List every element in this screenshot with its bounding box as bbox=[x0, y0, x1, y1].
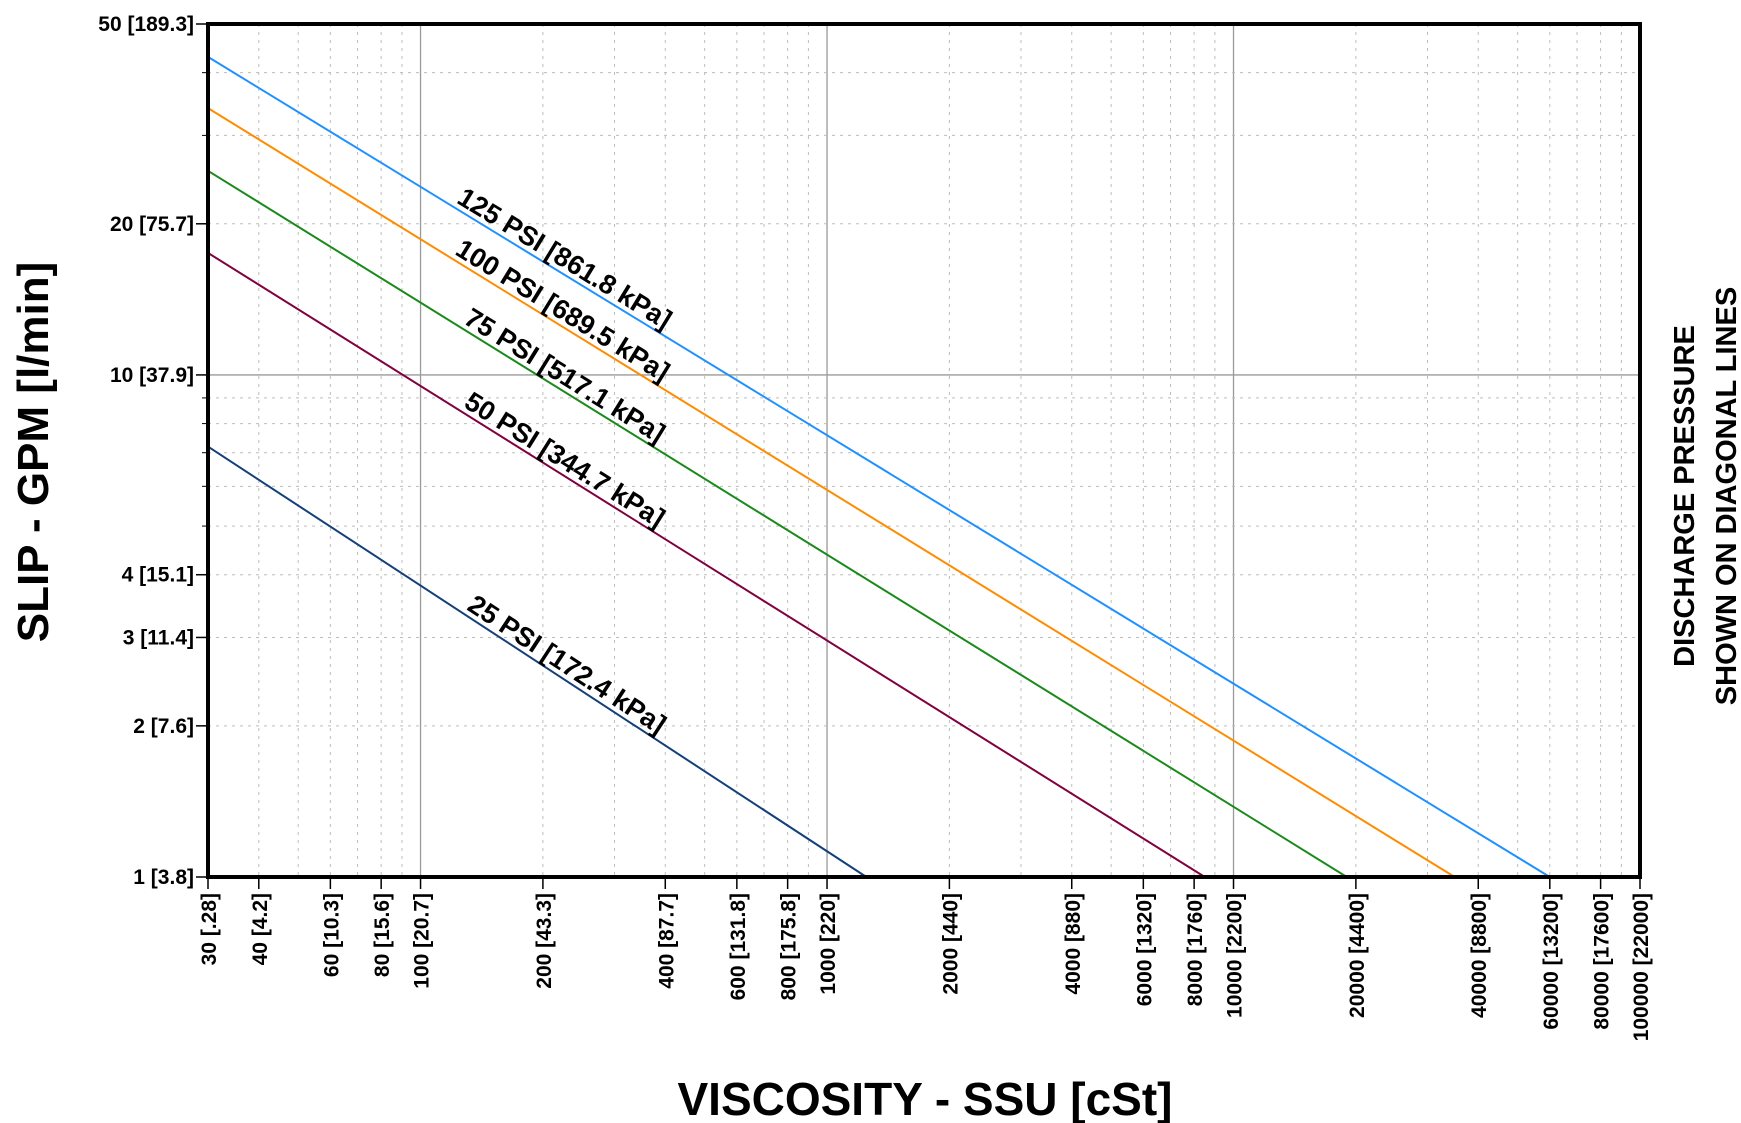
right-label-line-1: DISCHARGE PRESSURE bbox=[1669, 325, 1701, 667]
x-tick-label: 80 [15.6] bbox=[371, 893, 394, 977]
x-tick-label: 200 [43.3] bbox=[533, 893, 556, 989]
x-axis-title: VISCOSITY - SSU [cSt] bbox=[677, 1073, 1172, 1123]
series-lines bbox=[207, 56, 1551, 878]
series-label: 25 PSI [172.4 kPa] bbox=[463, 589, 672, 740]
plot-border bbox=[206, 22, 1642, 879]
x-tick-label: 60 [10.3] bbox=[320, 893, 343, 977]
x-tick-label: 10000 [2200] bbox=[1224, 893, 1247, 1018]
x-tick-label: 100 [20.7] bbox=[411, 893, 434, 989]
x-tick-label: 20000 [4400] bbox=[1346, 893, 1369, 1018]
x-tick-label: 40 [4.2] bbox=[249, 893, 272, 965]
y-tick-label: 10 [37.9] bbox=[110, 364, 194, 387]
y-tick-label: 2 [7.6] bbox=[133, 715, 194, 738]
series-labels: 125 PSI [861.8 kPa]100 PSI [689.5 kPa]75… bbox=[451, 182, 677, 740]
x-tick-label: 40000 [8800] bbox=[1468, 893, 1491, 1018]
x-tick-label: 80000 [17600] bbox=[1591, 893, 1614, 1030]
y-axis-title: SLIP - GPM [l/min] bbox=[9, 262, 58, 643]
x-tick-label: 400 [87.7] bbox=[655, 893, 678, 989]
series-line bbox=[207, 107, 1456, 878]
right-label-line-2: SHOWN ON DIAGONAL LINES bbox=[1711, 287, 1741, 705]
y-tick-label: 3 [11.4] bbox=[123, 626, 194, 649]
x-tick-label: 8000 [1760] bbox=[1184, 893, 1207, 1006]
series-line bbox=[207, 56, 1551, 878]
y-tick-label: 50 [189.3] bbox=[98, 13, 194, 36]
y-tick-label: 20 [75.7] bbox=[110, 213, 194, 236]
x-tick-label: 100000 [22000] bbox=[1630, 893, 1653, 1041]
x-axis-ticks: 30 [.28] 40 [4.2] 60 [10.3] 80 [15.6] 100 [2… bbox=[198, 877, 1653, 1041]
x-tick-label: 30 [.28] bbox=[198, 893, 221, 965]
y-tick-label: 4 [15.1] bbox=[122, 564, 194, 587]
x-tick-label: 600 [131.8] bbox=[727, 893, 750, 1000]
plot-frame bbox=[206, 22, 1642, 879]
series-line bbox=[207, 169, 1348, 878]
x-tick-label: 2000 [440] bbox=[939, 893, 962, 995]
x-tick-label: 6000 [1320] bbox=[1133, 893, 1156, 1006]
series-line bbox=[207, 252, 1206, 878]
x-tick-label: 60000 [13200] bbox=[1540, 893, 1563, 1030]
grid bbox=[208, 24, 1640, 877]
y-axis-ticks: 1 [3.8] 2 [7.6] 3 [11.4] 4 [15.1] 10 [37.9] 2… bbox=[98, 13, 208, 889]
x-tick-label: 1000 [220] bbox=[817, 893, 840, 995]
x-tick-label: 800 [175.8] bbox=[778, 893, 801, 1000]
y-tick-label: 1 [3.8] bbox=[133, 866, 194, 889]
series-line bbox=[207, 445, 867, 878]
x-tick-label: 4000 [880] bbox=[1062, 893, 1085, 995]
